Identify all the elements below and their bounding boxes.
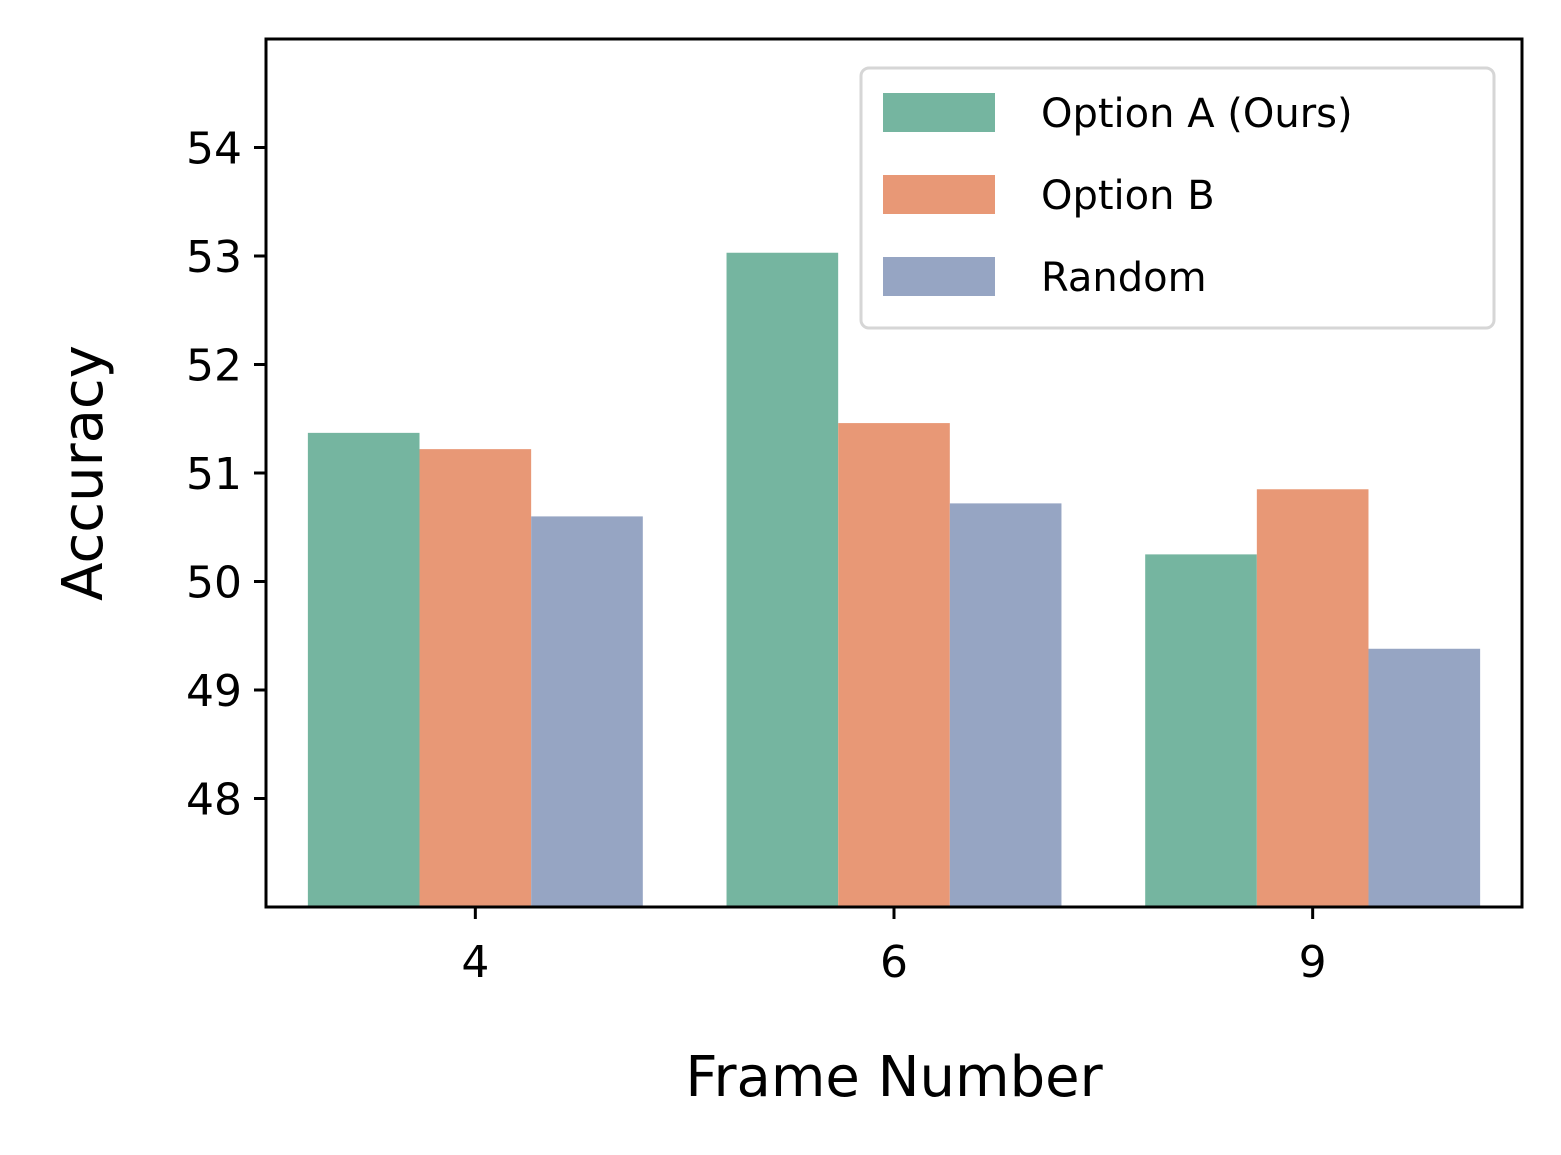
x-tick-label: 6 <box>880 937 908 988</box>
y-tick-label: 48 <box>186 775 242 826</box>
bars-layer <box>307 252 1481 908</box>
x-axis-title: Frame Number <box>685 1045 1103 1110</box>
x-tick-label: 4 <box>461 937 489 988</box>
legend: Option A (Ours) Option B Random <box>859 66 1496 330</box>
y-tick-label: 51 <box>186 449 242 500</box>
bar <box>307 432 420 907</box>
y-axis-title: Accuracy <box>51 345 116 601</box>
legend-label: Option A (Ours) <box>1041 91 1353 137</box>
bar <box>419 449 532 907</box>
legend-box <box>859 66 1496 330</box>
bar <box>726 252 839 908</box>
plot-frame <box>264 37 1524 909</box>
x-axis: 4 6 9 <box>461 907 1327 988</box>
bar <box>949 503 1062 907</box>
y-tick-label: 52 <box>186 341 242 392</box>
legend-swatch <box>883 175 995 214</box>
bar <box>1256 489 1369 907</box>
legend-label: Option B <box>1041 173 1215 219</box>
y-axis: 48 49 50 51 52 53 54 <box>186 124 266 826</box>
bar <box>531 516 643 907</box>
y-tick-label: 49 <box>186 666 242 717</box>
legend-swatch <box>883 257 995 296</box>
legend-swatch <box>883 93 995 132</box>
y-tick-label: 54 <box>186 124 242 175</box>
y-tick-label: 53 <box>186 232 242 283</box>
y-tick-label: 50 <box>186 558 242 609</box>
legend-label: Random <box>1041 255 1207 301</box>
bar <box>1145 554 1257 908</box>
x-tick-label: 9 <box>1299 937 1327 988</box>
legend-entries: Option A (Ours) Option B Random <box>883 91 1353 301</box>
bar <box>838 423 950 907</box>
bar <box>1368 648 1481 907</box>
